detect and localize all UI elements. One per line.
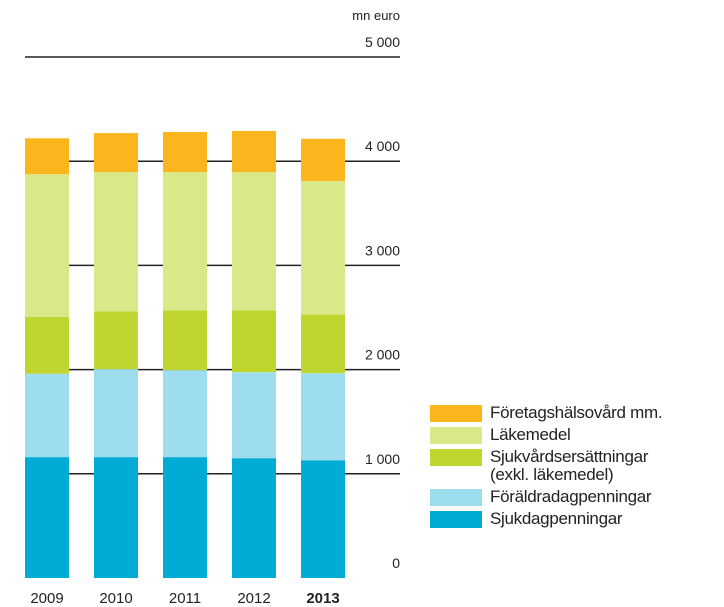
bar-segment [232,310,276,373]
y-axis-label: mn euro [352,8,400,23]
x-tick-label: 2011 [169,590,201,607]
bar-segment [232,172,276,311]
legend-swatch [430,405,482,422]
bar-segment [94,172,138,312]
bar-segment [163,370,207,458]
legend-swatch [430,449,482,466]
legend-label: Sjukdagpenningar [490,509,623,528]
bar-segment [232,130,276,173]
y-tick-label: 1 000 [365,451,400,467]
legend-item: Sjukdagpenningar [430,510,722,528]
legend-item: Företagshälsovård mm. [430,404,722,422]
legend-swatch [430,511,482,528]
bar-segment [25,174,69,317]
legend-item: Läkemedel [430,426,722,444]
bar-segment [301,180,345,315]
bar-segment [232,372,276,459]
x-tick-label: 2009 [30,590,63,607]
y-tick-label: 5 000 [365,34,400,50]
legend-label: Läkemedel [490,425,571,444]
legend: Företagshälsovård mm. Läkemedel Sjukvårdse… [430,404,722,532]
bar-segment [163,172,207,311]
legend-label: Företagshälsovård mm. [490,403,663,422]
y-tick-label: 4 000 [365,138,400,154]
legend-swatch [430,489,482,506]
bar-segment [94,369,138,458]
x-tick-label: 2010 [99,590,132,607]
bar-segment [94,457,138,578]
bar-segment [232,458,276,578]
y-tick-label: 3 000 [365,242,400,258]
bar-segment [94,311,138,370]
legend-swatch [430,427,482,444]
bar-segment [301,138,345,181]
x-tick-label: 2013 [306,590,339,607]
x-tick-label: 2012 [237,590,270,607]
legend-label: Föräldradagpenningar [490,487,652,506]
bar-segment [163,457,207,578]
bar-segment [25,373,69,458]
y-tick-label: 0 [392,555,400,571]
bar-segment [301,314,345,374]
bar-segment [25,457,69,578]
bar-segment [94,133,138,173]
bar-segment [163,132,207,173]
legend-item: Föräldradagpenningar [430,488,722,506]
y-tick-label: 2 000 [365,347,400,363]
bar-segment [163,310,207,371]
legend-label: Sjukvårdsersättningar (exkl. läkemedel) [490,447,649,484]
bar-segment [301,373,345,461]
bar-segment [25,138,69,175]
bar-segment [25,316,69,374]
legend-item: Sjukvårdsersättningar (exkl. läkemedel) [430,448,722,484]
bar-segment [301,460,345,578]
